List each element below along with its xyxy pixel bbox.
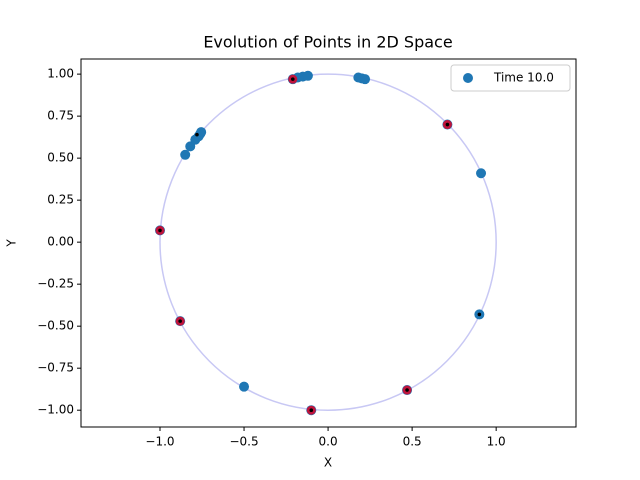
point: [405, 388, 409, 392]
point: [158, 228, 162, 233]
x-axis-label: X: [324, 456, 332, 470]
y-tick-label: 0.50: [47, 151, 74, 165]
y-tick-label: 0.00: [47, 235, 74, 249]
point: [180, 149, 191, 160]
y-tick-label: −0.50: [37, 319, 74, 333]
y-axis-label: Y: [5, 239, 19, 248]
reference-circle: [159, 73, 497, 411]
y-tick-label: 1.00: [47, 67, 74, 81]
legend-box: [450, 64, 571, 92]
point: [360, 74, 371, 85]
x-tick-label: 0.5: [403, 435, 422, 449]
point: [239, 381, 250, 392]
point: [476, 168, 487, 179]
y-tick-label: 0.25: [47, 193, 74, 207]
point: [309, 408, 314, 412]
legend-label: Time 10.0: [493, 71, 554, 85]
x-tick-label: −1.0: [145, 435, 174, 449]
x-tick-label: 1.0: [487, 435, 506, 449]
y-tick-label: −1.00: [37, 403, 74, 417]
point: [290, 77, 295, 81]
point: [302, 70, 313, 81]
legend-marker: [463, 73, 473, 83]
x-tick-label: 0.0: [319, 435, 338, 449]
point: [477, 312, 482, 317]
point: [195, 132, 199, 137]
chart-title: Evolution of Points in 2D Space: [203, 33, 452, 52]
y-tick-label: −0.25: [37, 277, 74, 291]
y-tick-label: 0.75: [47, 109, 74, 123]
y-tick-label: −0.75: [37, 361, 74, 375]
point: [178, 319, 182, 323]
x-tick-label: −0.5: [229, 435, 258, 449]
point: [445, 122, 450, 127]
